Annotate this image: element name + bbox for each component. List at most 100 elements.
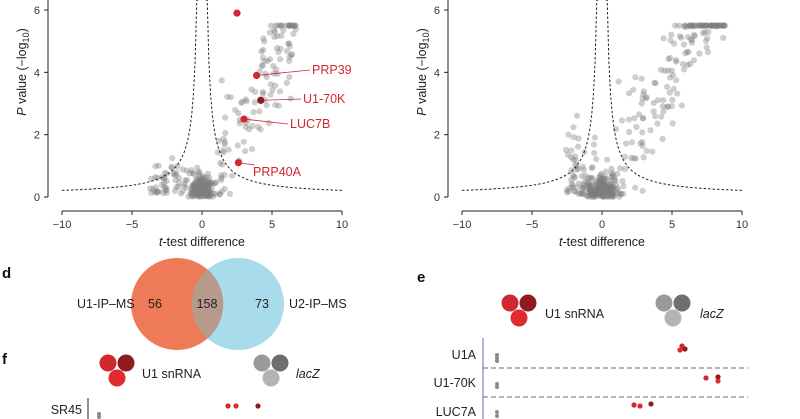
data-point <box>582 186 590 193</box>
data-point <box>580 166 587 173</box>
lacz-replicate-dot <box>495 385 499 389</box>
data-point <box>587 186 594 193</box>
data-point <box>659 103 667 110</box>
data-point <box>586 186 594 194</box>
data-point <box>175 174 183 182</box>
volcano-right-ticks: −10 −5 0 5 10 0 2 4 6 <box>434 5 748 231</box>
data-point <box>607 181 614 188</box>
data-point <box>209 181 217 188</box>
data-point <box>700 29 707 37</box>
data-point <box>600 176 608 183</box>
data-point <box>666 89 673 96</box>
data-point <box>170 170 177 177</box>
data-point <box>621 153 628 160</box>
data-point <box>172 187 179 195</box>
data-point <box>272 22 279 29</box>
data-point <box>603 187 610 194</box>
data-point <box>664 83 671 90</box>
data-point <box>570 134 577 141</box>
data-point <box>617 190 624 197</box>
data-point <box>691 32 698 40</box>
y-tick-label: 0 <box>434 192 440 204</box>
data-point <box>632 184 639 191</box>
data-point <box>275 102 282 109</box>
gene-label-leader <box>256 69 311 76</box>
data-point <box>204 185 212 193</box>
data-point <box>256 108 263 115</box>
data-point <box>288 22 295 29</box>
data-point <box>650 99 657 107</box>
data-point <box>670 40 678 47</box>
data-point <box>664 103 671 110</box>
data-point <box>201 186 208 193</box>
volcano-right-x-title: t-test difference <box>559 235 645 249</box>
data-point <box>151 188 158 195</box>
data-point <box>608 183 615 190</box>
data-point <box>599 193 606 200</box>
data-point <box>681 22 688 29</box>
data-point <box>292 26 299 33</box>
data-point <box>599 183 606 190</box>
data-point <box>219 161 226 168</box>
data-point <box>271 28 278 36</box>
u1-replicate-dot <box>682 346 688 352</box>
data-point <box>221 138 228 146</box>
data-point <box>625 116 633 123</box>
data-point <box>264 57 271 64</box>
data-point <box>236 120 243 127</box>
panel-e: e U1 snRNA lacZ U1A U1-70K LUC7A <box>417 269 748 419</box>
data-point <box>720 22 727 29</box>
data-point <box>188 189 195 197</box>
data-point <box>573 112 581 119</box>
data-point <box>699 22 706 29</box>
data-point <box>598 179 605 186</box>
data-point <box>607 183 614 190</box>
data-point <box>639 139 646 146</box>
data-point <box>195 176 202 183</box>
data-point <box>197 175 204 182</box>
data-point <box>277 56 284 63</box>
data-point <box>173 184 180 191</box>
data-point <box>713 22 721 29</box>
data-point <box>183 184 190 192</box>
data-point <box>189 185 196 192</box>
highlighted-point <box>257 96 265 104</box>
data-point <box>598 184 605 191</box>
data-point <box>595 186 602 193</box>
data-point <box>630 86 637 93</box>
volcano-plot-right: −10 −5 0 5 10 0 2 4 6 t-test difference P value … <box>415 0 748 249</box>
data-point <box>242 124 249 131</box>
data-point <box>689 22 696 29</box>
data-point <box>654 97 661 104</box>
row-label-u1a: U1A <box>452 348 477 362</box>
data-point <box>606 186 614 193</box>
data-point <box>152 163 159 170</box>
data-point <box>200 175 207 182</box>
data-point <box>285 22 292 29</box>
data-point <box>602 191 609 198</box>
data-point <box>192 185 199 192</box>
data-point <box>593 156 600 163</box>
data-point <box>619 117 626 124</box>
data-point <box>196 178 203 185</box>
data-point <box>249 146 256 153</box>
data-point <box>203 191 210 198</box>
data-point <box>720 22 727 29</box>
x-tick-label: 5 <box>669 219 675 231</box>
data-point <box>288 51 295 59</box>
data-point <box>588 191 595 198</box>
data-point <box>286 53 293 61</box>
data-point <box>194 183 201 190</box>
data-point <box>599 186 606 193</box>
data-point <box>206 193 213 200</box>
data-point <box>191 184 198 191</box>
data-point <box>664 104 671 111</box>
data-point <box>718 22 725 29</box>
data-point <box>602 185 609 192</box>
data-point <box>200 183 207 191</box>
volcano-right-y-title: P value (−log10) <box>415 28 431 116</box>
data-point <box>569 184 576 191</box>
data-point <box>163 186 170 193</box>
lacz-replicate-dot <box>97 412 101 416</box>
data-point <box>564 189 571 196</box>
